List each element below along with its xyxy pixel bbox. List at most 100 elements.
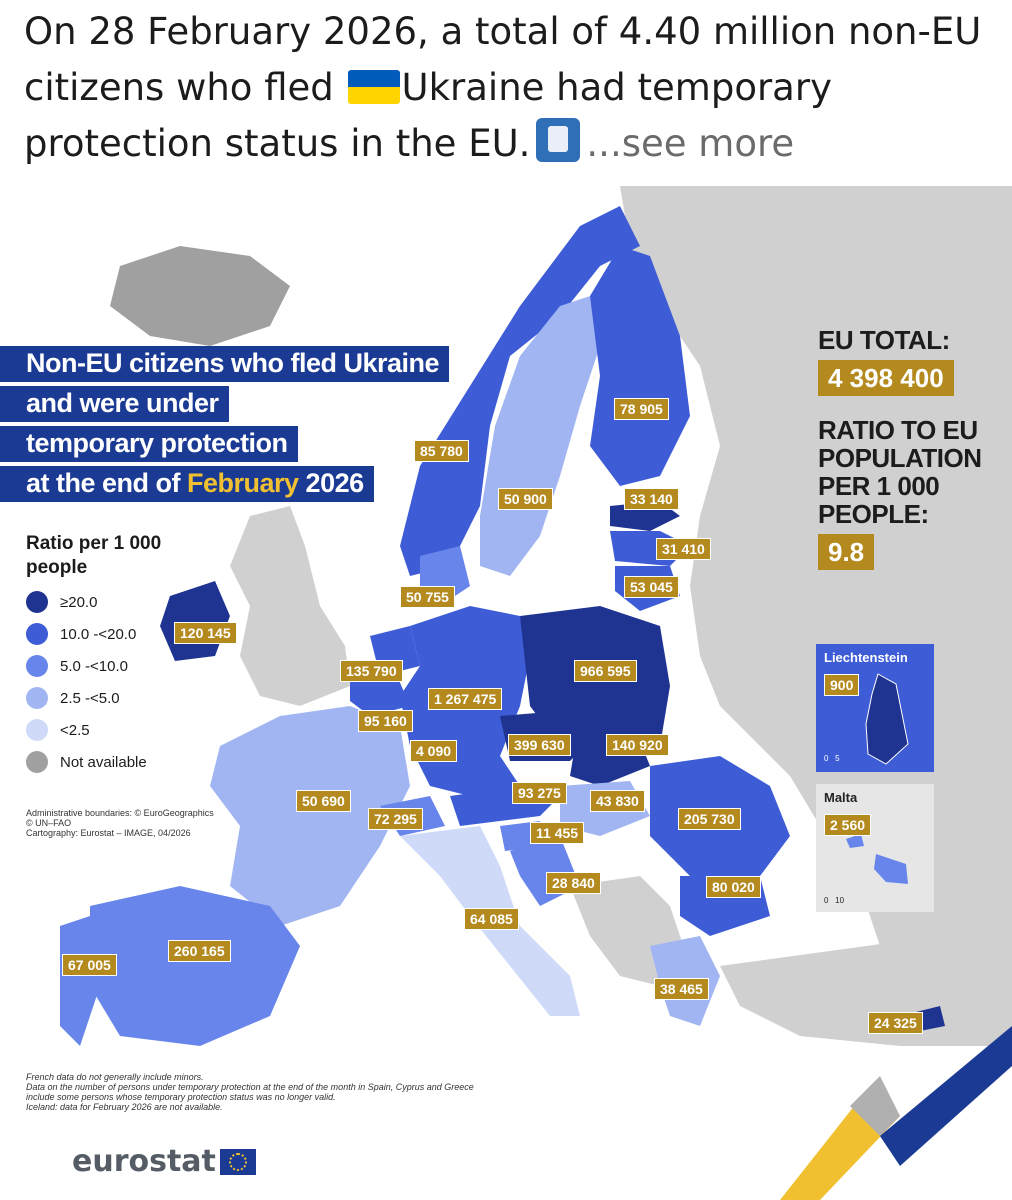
label-luxembourg: 4 090 — [410, 740, 458, 762]
map-infographic: Non-EU citizens who fled Ukraine and wer… — [0, 186, 1012, 1200]
label-finland: 78 905 — [614, 398, 669, 420]
credit-line: Administrative boundaries: © EuroGeograp… — [26, 808, 214, 818]
legend-item: 2.5 -<5.0 — [26, 682, 176, 714]
label-greece: 38 465 — [654, 978, 709, 1000]
legend-label: Not available — [60, 753, 147, 771]
note-line: French data do not generally include min… — [26, 1072, 204, 1082]
label-latvia: 31 410 — [656, 538, 711, 560]
label-malta: 2 560 — [824, 814, 872, 836]
ratio-value: 9.8 — [818, 534, 875, 570]
legend-title: Ratio per 1 000 people — [26, 533, 162, 578]
legend-label: ≥20.0 — [60, 593, 98, 611]
credit-line: Cartography: Eurostat – IMAGE, 04/2026 — [26, 828, 191, 838]
inset-name: Malta — [824, 790, 858, 805]
map-notes: French data do not generally include min… — [26, 1072, 474, 1112]
label-estonia: 33 140 — [624, 488, 679, 510]
totals-panel: EU TOTAL: 4 398 400 RATIO TO EU POPULATI… — [818, 326, 982, 590]
legend-swatch — [26, 591, 48, 613]
post-text: On 28 February 2026, a total of 4.40 mil… — [24, 4, 994, 172]
legend-item: <2.5 — [26, 714, 176, 746]
label-france: 50 690 — [296, 790, 351, 812]
eurostat-wordmark: eurostat — [72, 1144, 216, 1179]
note-line: include some persons whose temporary pro… — [26, 1092, 336, 1102]
map-title-line-2: and were under — [0, 386, 229, 422]
label-romania: 205 730 — [678, 808, 741, 830]
malta-inset: Malta 2 560 0 10 — [816, 784, 934, 912]
legend-label: <2.5 — [60, 721, 90, 739]
iceland-region — [110, 246, 290, 346]
map-legend: Ratio per 1 000 people ≥20.0 10.0 -<20.0… — [26, 532, 176, 778]
ribbon-grey — [850, 1076, 900, 1136]
ribbon-blue — [880, 1026, 1012, 1166]
malta-shape — [846, 834, 908, 884]
map-title: Non-EU citizens who fled Ukraine and wer… — [0, 346, 450, 506]
map-title-line-1: Non-EU citizens who fled Ukraine — [0, 346, 450, 382]
legend-item: 10.0 -<20.0 — [26, 618, 176, 650]
label-switzerland: 72 295 — [368, 808, 423, 830]
legend-item: 5.0 -<10.0 — [26, 650, 176, 682]
legend-item: ≥20.0 — [26, 586, 176, 618]
note-line: Iceland: data for February 2026 are not … — [26, 1102, 223, 1112]
legend-swatch — [26, 655, 48, 677]
post-line-2a: citizens who fled — [24, 66, 346, 109]
ratio-label-line: POPULATION — [818, 443, 982, 473]
credit-line: © UN–FAO — [26, 818, 72, 828]
post-line-2b: Ukraine had temporary — [401, 66, 832, 109]
legend-label: 10.0 -<20.0 — [60, 625, 137, 643]
label-lithuania: 53 045 — [624, 576, 679, 598]
belgium-shape — [350, 671, 410, 716]
label-spain: 260 165 — [168, 940, 231, 962]
ratio-label-line: PER 1 000 — [818, 471, 940, 501]
liechtenstein-inset: Liechtenstein 900 0 5 — [816, 644, 934, 772]
label-cyprus: 24 325 — [868, 1012, 923, 1034]
map-title-post: 2026 — [298, 468, 365, 498]
sweden-shape — [480, 296, 600, 576]
inset-scale: 0 10 — [824, 896, 845, 905]
map-title-line-4: at the end of February 2026 — [0, 466, 374, 502]
label-slovakia: 140 920 — [606, 734, 669, 756]
label-croatia: 28 840 — [546, 872, 601, 894]
label-czechia: 399 630 — [508, 734, 571, 756]
label-belgium: 95 160 — [358, 710, 413, 732]
ukraine-flag-icon — [347, 70, 400, 104]
label-hungary: 43 830 — [590, 790, 645, 812]
legend-swatch — [26, 719, 48, 741]
eu-total-label: EU TOTAL: — [818, 325, 950, 355]
inset-scale: 0 5 — [824, 754, 840, 763]
france-shape — [210, 706, 410, 926]
legend-item: Not available — [26, 746, 176, 778]
portugal-shape — [60, 916, 100, 1046]
label-netherlands: 135 790 — [340, 660, 403, 682]
turkey-region — [720, 926, 1012, 1046]
label-liechtenstein: 900 — [824, 674, 860, 696]
spain-shape — [90, 886, 300, 1046]
passport-control-icon — [536, 118, 581, 162]
label-slovenia: 11 455 — [530, 822, 585, 844]
map-title-line-3: temporary protection — [0, 426, 298, 462]
label-denmark: 50 755 — [400, 586, 455, 608]
legend-swatch — [26, 623, 48, 645]
label-italy: 64 085 — [464, 908, 519, 930]
ratio-label-line: RATIO TO EU — [818, 415, 978, 445]
label-sweden: 50 900 — [498, 488, 553, 510]
map-credits: Administrative boundaries: © EuroGeograp… — [26, 808, 214, 838]
map-title-pre: at the end of — [26, 468, 187, 498]
eurostat-logo: eurostat — [72, 1144, 256, 1179]
liechtenstein-shape — [865, 673, 909, 765]
legend-label: 2.5 -<5.0 — [60, 689, 120, 707]
map-title-highlight: February — [187, 468, 299, 498]
eu-total-value: 4 398 400 — [818, 360, 954, 396]
finland-shape — [590, 246, 690, 486]
see-more-link[interactable]: ...see more — [586, 122, 795, 165]
label-germany: 1 267 475 — [428, 688, 503, 710]
legend-swatch — [26, 687, 48, 709]
post-line-3: protection status in the EU. — [24, 122, 531, 165]
inset-name: Liechtenstein — [824, 650, 908, 665]
norway-shape — [400, 206, 640, 576]
label-ireland: 120 145 — [174, 622, 237, 644]
legend-label: 5.0 -<10.0 — [60, 657, 128, 675]
label-poland: 966 595 — [574, 660, 637, 682]
legend-swatch — [26, 751, 48, 773]
ratio-label-line: PEOPLE: — [818, 499, 929, 529]
note-line: Data on the number of persons under temp… — [26, 1082, 474, 1092]
